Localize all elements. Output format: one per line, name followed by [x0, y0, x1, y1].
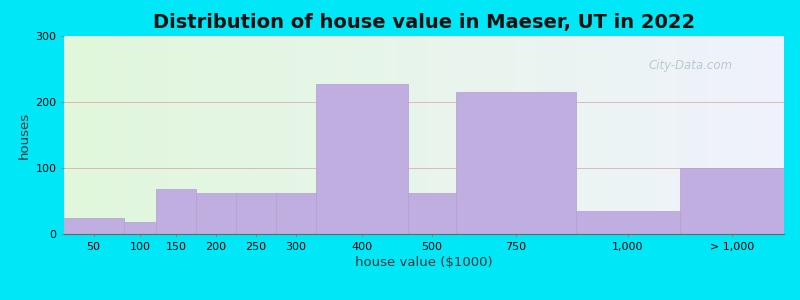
Bar: [316, 83, 408, 234]
Bar: [156, 189, 196, 234]
Bar: [124, 222, 156, 234]
Y-axis label: houses: houses: [18, 111, 31, 159]
Bar: [456, 92, 576, 234]
X-axis label: house value ($1000): house value ($1000): [355, 256, 493, 269]
Bar: [576, 211, 680, 234]
Bar: [64, 218, 124, 234]
Bar: [680, 168, 784, 234]
Bar: [276, 193, 316, 234]
Bar: [236, 193, 276, 234]
Title: Distribution of house value in Maeser, UT in 2022: Distribution of house value in Maeser, U…: [153, 13, 695, 32]
Text: City-Data.com: City-Data.com: [648, 59, 733, 72]
Bar: [196, 193, 236, 234]
Bar: [408, 193, 456, 234]
